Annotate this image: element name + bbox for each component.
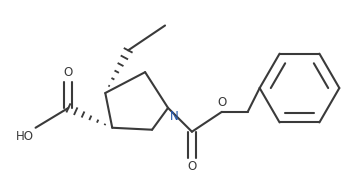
Text: O: O xyxy=(217,96,227,109)
Text: N: N xyxy=(170,110,179,123)
Text: HO: HO xyxy=(16,130,33,143)
Text: O: O xyxy=(64,66,73,79)
Text: O: O xyxy=(187,160,197,174)
